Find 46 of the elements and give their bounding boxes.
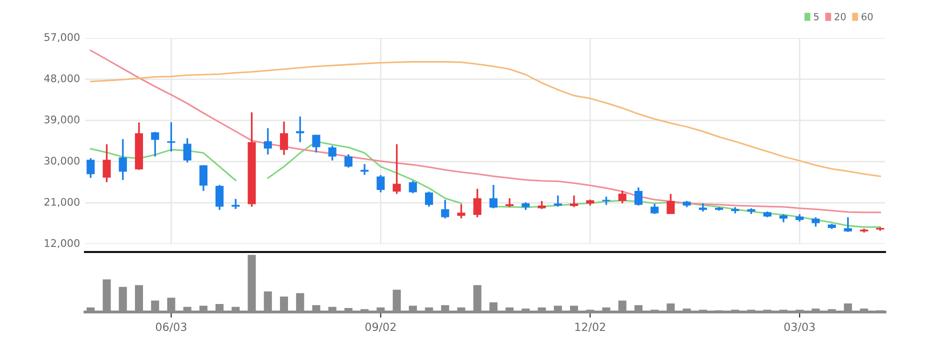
y-tick-label: 30,000 (44, 156, 80, 166)
candlestick (812, 216, 820, 228)
candlestick (167, 121, 176, 152)
legend-label: 5 (814, 13, 819, 20)
candlestick (570, 194, 578, 208)
line-series (90, 61, 881, 178)
legend-label: 20 (834, 12, 846, 20)
candlestick (650, 203, 659, 215)
y-tick-label: 12,000 (44, 239, 80, 248)
candlestick (280, 120, 288, 156)
candlestick (441, 198, 450, 220)
candlestick (489, 184, 498, 210)
candlestick (666, 193, 675, 215)
x-tick-label: 06/03 (156, 322, 186, 332)
y-tick-label: 48,000 (44, 74, 80, 84)
candlestick (86, 157, 95, 179)
candlestick (376, 174, 385, 194)
x-tick-label: 09/02 (365, 322, 396, 332)
candlestick (312, 134, 320, 154)
candlestick (634, 186, 643, 206)
y-tick-label: 21,000 (44, 198, 80, 207)
candlestick (554, 194, 562, 208)
candlestick (344, 153, 352, 168)
candlestick (264, 127, 272, 156)
candlestick (424, 190, 434, 208)
candlestick (216, 184, 224, 211)
candlestick (844, 216, 852, 233)
candlestick (296, 116, 304, 143)
candlestick (473, 188, 482, 218)
y-tick-label: 57,000 (44, 33, 80, 42)
candlestick (328, 144, 336, 162)
x-tick-label: 03/03 (784, 322, 815, 332)
candlestick (392, 143, 401, 195)
candlestick (199, 164, 208, 192)
candlestick (457, 203, 466, 220)
y-tick-label: 39,000 (44, 116, 80, 124)
candlestick (183, 137, 192, 164)
candlestick (408, 180, 417, 194)
candlestick (618, 190, 626, 204)
candlestick (151, 131, 160, 158)
candlestick (506, 197, 514, 208)
line-series (90, 50, 881, 214)
candlestick (102, 143, 111, 184)
candlestick (118, 138, 127, 181)
legend-label: 60 (862, 12, 873, 20)
x-tick-label: 12/02 (575, 322, 606, 332)
